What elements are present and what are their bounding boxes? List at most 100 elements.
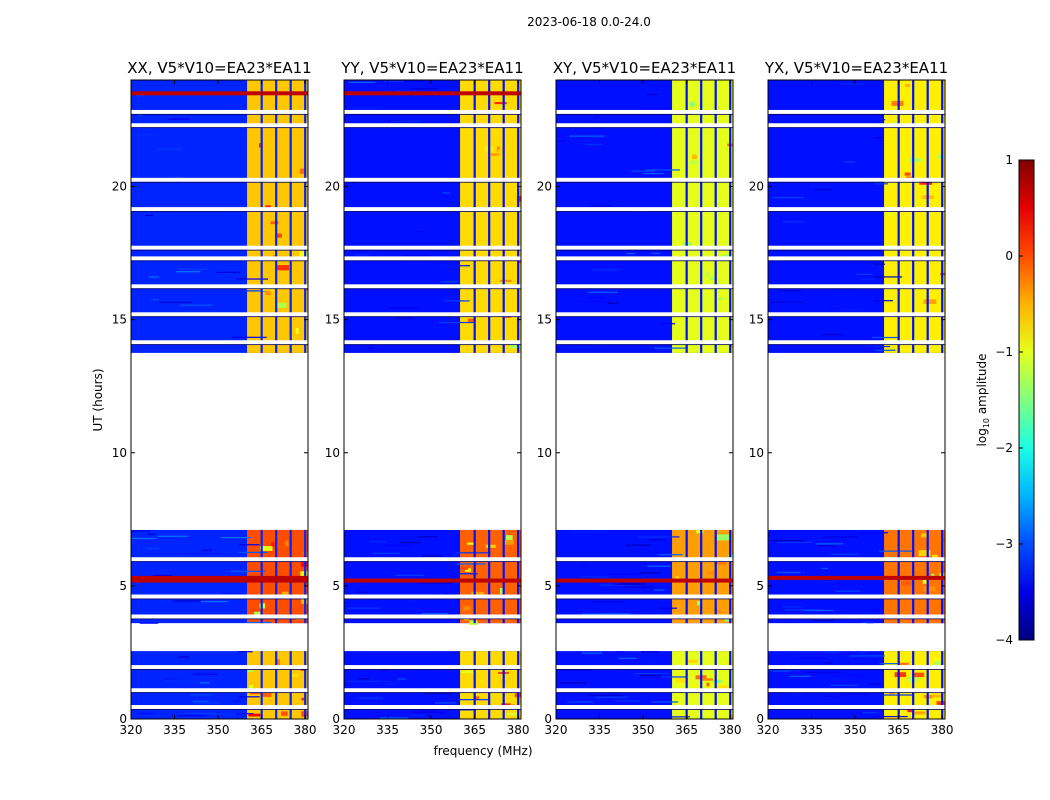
notch-channel — [700, 529, 703, 624]
flagged-row-edge — [768, 260, 945, 262]
noise-streak — [456, 563, 486, 565]
noise-streak — [354, 254, 370, 256]
band-texture — [931, 573, 935, 577]
noise-streak — [654, 589, 665, 591]
flagged-row-edge — [556, 260, 733, 262]
noise-streak — [772, 670, 791, 672]
flagged-row — [131, 312, 308, 317]
noise-streak — [435, 702, 456, 704]
noise-streak — [354, 541, 363, 543]
flagged-row-edge — [344, 211, 521, 212]
noise-streak — [873, 183, 888, 185]
flagged-row — [768, 594, 945, 599]
noise-streak — [395, 317, 412, 319]
rfi-row — [768, 575, 945, 580]
notch-channel — [502, 529, 505, 624]
noise-streak — [624, 586, 655, 588]
x-tick-label: 350 — [420, 723, 443, 737]
y-tick-label: 20 — [325, 180, 340, 194]
noise-streak — [355, 591, 367, 593]
noise-streak — [397, 678, 407, 680]
heatmap-image — [131, 80, 308, 719]
noise-streak — [191, 591, 215, 593]
noise-streak — [238, 544, 260, 546]
noise-streak — [145, 214, 154, 217]
noise-streak — [580, 565, 590, 567]
noise-streak — [822, 536, 858, 538]
noise-streak — [367, 680, 392, 683]
band-texture — [259, 546, 273, 551]
band-texture — [299, 168, 305, 174]
noise-streak — [635, 672, 670, 675]
flagged-row-edge — [131, 669, 308, 670]
flagged-row — [131, 688, 308, 693]
x-tick-label: 365 — [250, 723, 273, 737]
noise-streak — [168, 118, 189, 120]
noise-streak — [615, 700, 641, 702]
noise-streak — [421, 612, 449, 615]
x-tick-label: 320 — [545, 723, 568, 737]
flagged-row — [556, 207, 733, 212]
notch-channel — [502, 651, 505, 719]
notch-channel — [473, 651, 476, 719]
noise-streak — [134, 134, 155, 136]
x-tick-label: 350 — [844, 723, 867, 737]
flagged-row-edge — [556, 127, 733, 129]
flagged-row-edge — [344, 344, 521, 346]
flagged-row — [768, 123, 945, 128]
noise-streak — [871, 336, 901, 339]
noise-streak — [394, 681, 402, 683]
panel-2: 320 335 350 365 380 0 5 10 15 20 XY, V5*V10=EA23*E… — [537, 59, 742, 737]
noise-streak — [391, 120, 421, 122]
band-texture — [270, 221, 279, 225]
flagged-row-edge — [768, 249, 945, 251]
x-tick-label: 320 — [757, 723, 780, 737]
noise-streak — [236, 713, 254, 715]
noise-streak — [409, 714, 426, 717]
noise-streak — [581, 613, 611, 615]
noise-streak — [874, 276, 903, 278]
flagged-row-edge — [556, 249, 733, 251]
band-texture — [281, 711, 288, 716]
flagged-row-edge — [344, 618, 521, 620]
notch-channel — [685, 80, 688, 353]
noise-streak — [595, 696, 628, 698]
notch-channel — [729, 529, 732, 624]
noise-streak — [825, 580, 836, 583]
flagged-row-edge — [556, 561, 733, 563]
noise-streak — [411, 711, 447, 713]
notch-channel — [685, 651, 688, 719]
band-block — [672, 80, 733, 353]
noise-streak — [220, 536, 252, 539]
noise-streak — [569, 347, 594, 349]
flagged-row — [131, 177, 308, 182]
noise-streak — [776, 571, 801, 574]
noise-streak — [369, 541, 387, 543]
flagged-row — [344, 312, 521, 317]
flagged-row-edge — [556, 598, 733, 600]
x-tick-label: 365 — [887, 723, 910, 737]
flagged-row — [131, 614, 308, 619]
flagged-row — [344, 594, 521, 599]
band-texture — [277, 265, 290, 271]
band-texture — [918, 550, 931, 557]
noise-streak — [246, 621, 272, 623]
panel-frame — [555, 79, 734, 720]
noise-streak — [873, 137, 884, 139]
colorbar-tick-label: −1 — [995, 345, 1013, 359]
rfi-row — [131, 578, 308, 583]
noise-streak — [438, 265, 470, 267]
flagged-row-edge — [556, 181, 733, 183]
flagged-row-edge — [344, 598, 521, 600]
flagged-row-edge — [344, 316, 521, 318]
band-texture — [249, 317, 261, 321]
notch-channel — [260, 80, 263, 353]
noise-streak — [856, 273, 872, 275]
noise-streak — [641, 661, 658, 664]
noise-streak — [580, 576, 609, 578]
flagged-row — [556, 614, 733, 619]
y-tick-label: 0 — [119, 712, 127, 726]
flagged-row — [768, 340, 945, 345]
noise-streak — [785, 609, 822, 611]
band-texture — [496, 146, 501, 153]
